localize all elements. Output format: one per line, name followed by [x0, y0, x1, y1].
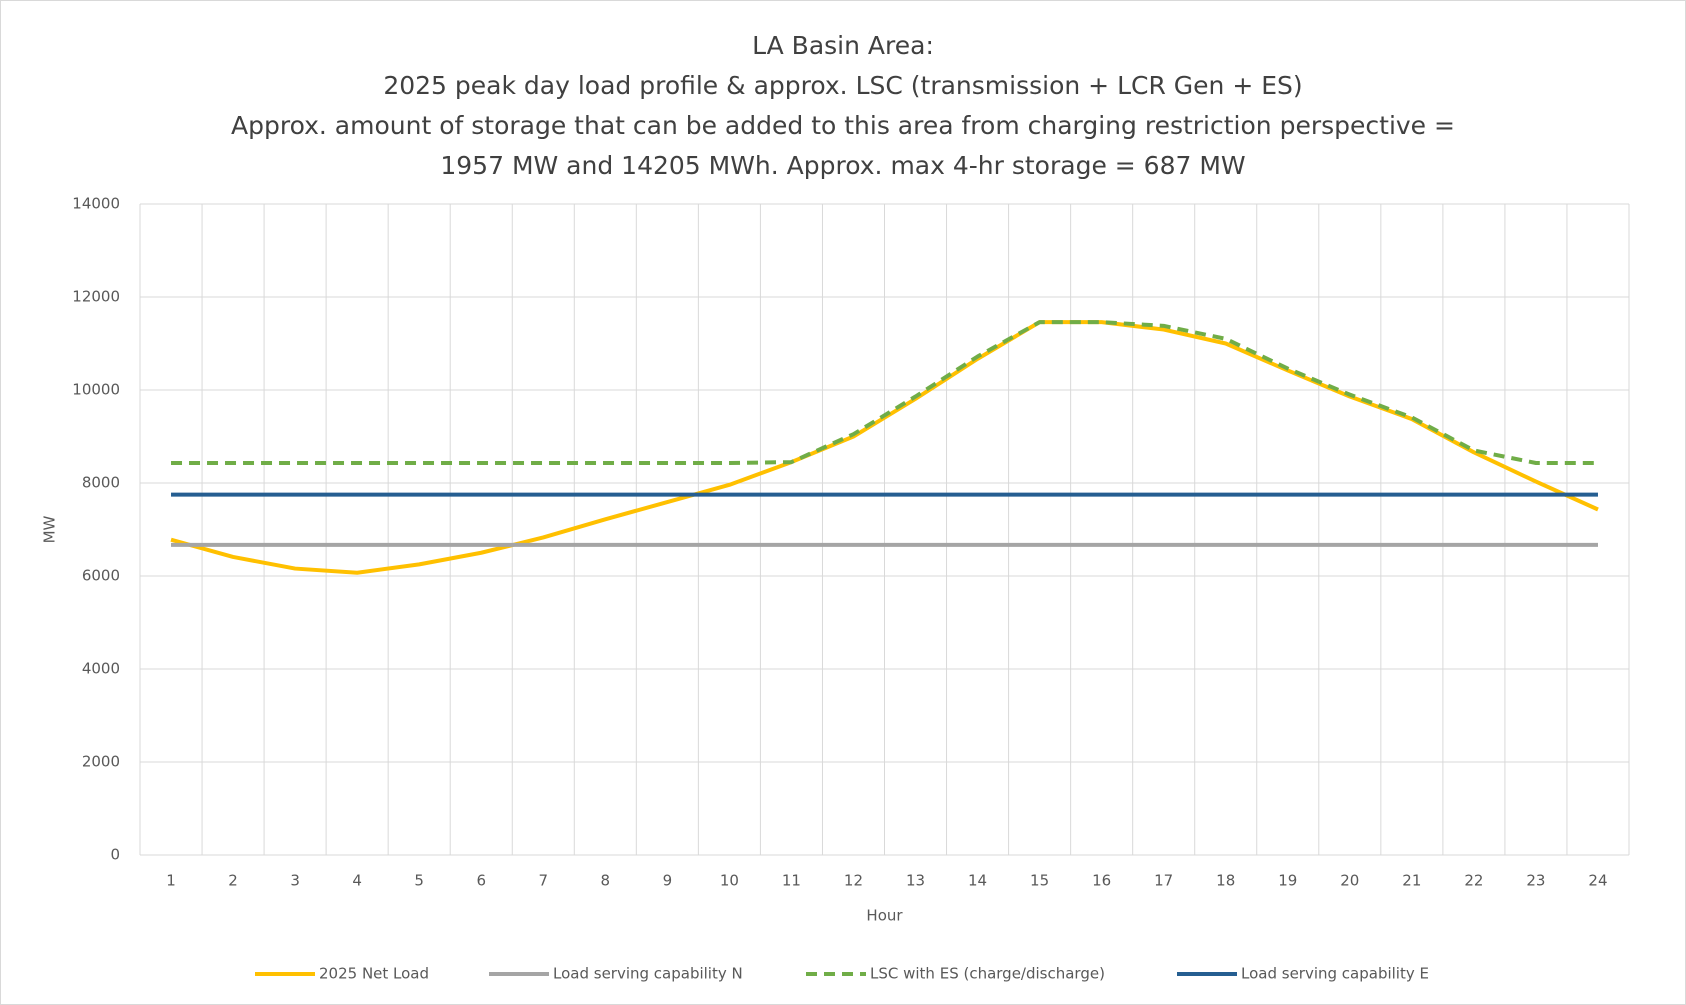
y-tick-label: 8000	[82, 474, 120, 492]
chart-title: 1957 MW and 14205 MWh. Approx. max 4-hr …	[440, 151, 1245, 180]
y-tick-label: 6000	[82, 567, 120, 585]
x-tick-label: 14	[968, 872, 987, 890]
chart-title: LA Basin Area:	[752, 31, 934, 60]
x-tick-label: 16	[1092, 872, 1111, 890]
y-tick-label: 14000	[72, 195, 120, 213]
legend-label: Load serving capability E	[1241, 965, 1429, 983]
series-line	[171, 320, 1598, 466]
chart-title: 2025 peak day load profile & approx. LSC…	[383, 71, 1302, 100]
x-tick-label: 17	[1154, 872, 1173, 890]
x-tick-label: 24	[1588, 872, 1607, 890]
x-tick-label: 10	[720, 872, 739, 890]
x-tick-label: 18	[1216, 872, 1235, 890]
x-axis-title: Hour	[866, 907, 903, 925]
x-tick-label: 11	[782, 872, 801, 890]
y-axis-title: MW	[41, 515, 59, 543]
x-tick-label: 22	[1464, 872, 1483, 890]
legend-label: LSC with ES (charge/discharge)	[870, 965, 1105, 983]
x-tick-label: 7	[538, 872, 548, 890]
y-tick-label: 0	[110, 846, 120, 864]
x-tick-label: 8	[601, 872, 611, 890]
x-tick-label: 12	[844, 872, 863, 890]
x-tick-label: 5	[414, 872, 424, 890]
x-tick-label: 20	[1340, 872, 1359, 890]
legend-label: 2025 Net Load	[319, 965, 429, 983]
x-tick-label: 21	[1402, 872, 1421, 890]
x-tick-label: 19	[1278, 872, 1297, 890]
legend-label: Load serving capability N	[553, 965, 743, 983]
x-tick-label: 2	[228, 872, 238, 890]
chart-title: Approx. amount of storage that can be ad…	[231, 111, 1455, 140]
x-tick-label: 6	[476, 872, 486, 890]
x-tick-label: 3	[290, 872, 300, 890]
x-tick-label: 1	[166, 872, 176, 890]
y-tick-label: 12000	[72, 288, 120, 306]
x-tick-label: 4	[352, 872, 362, 890]
x-tick-label: 13	[906, 872, 925, 890]
y-tick-label: 4000	[82, 660, 120, 678]
x-tick-label: 15	[1030, 872, 1049, 890]
x-tick-label: 23	[1526, 872, 1545, 890]
x-tick-label: 9	[663, 872, 673, 890]
y-tick-label: 10000	[72, 381, 120, 399]
y-tick-label: 2000	[82, 753, 120, 771]
